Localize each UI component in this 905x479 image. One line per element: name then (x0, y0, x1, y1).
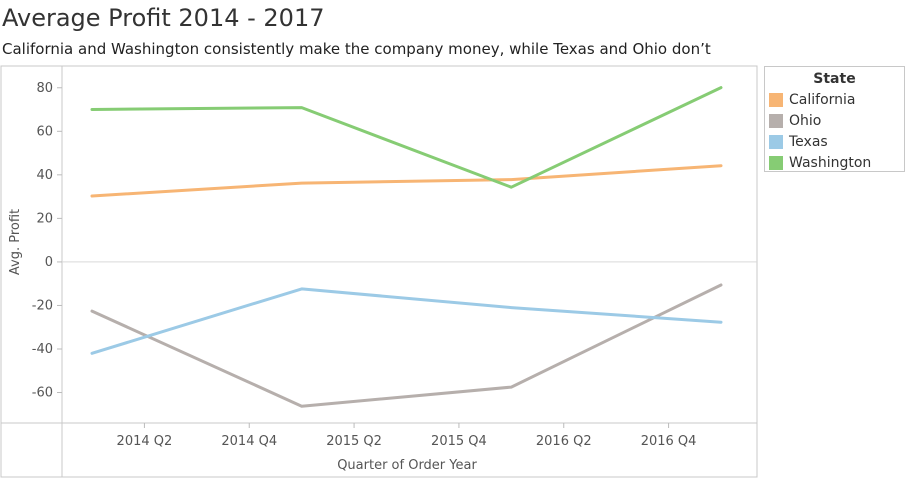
series-line-texas (90, 287, 723, 355)
y-tick-label: -20 (32, 298, 53, 313)
x-tick-label: 2014 Q4 (221, 434, 277, 449)
legend-label: Texas (789, 133, 828, 150)
legend-item-washington[interactable]: Washington (765, 152, 904, 173)
chart-title: Average Profit 2014 - 2017 (2, 4, 325, 32)
legend: State California Ohio Texas Washington (764, 66, 905, 172)
x-tick-label: 2016 Q2 (536, 434, 592, 449)
y-tick-label: 40 (36, 168, 53, 183)
y-axis-ticks: 80 60 40 20 0 -20 -40 -60 (32, 81, 62, 401)
y-tick-label: 0 (45, 255, 53, 270)
x-tick-label: 2015 Q4 (431, 434, 487, 449)
x-tick-label: 2016 Q4 (641, 434, 697, 449)
x-axis-ticks: 2014 Q2 2014 Q4 2015 Q2 2015 Q4 2016 Q2 2016 … (117, 423, 697, 449)
legend-swatch (769, 113, 783, 128)
legend-label: California (789, 91, 856, 108)
legend-swatch (769, 134, 783, 149)
legend-items: California Ohio Texas Washington (765, 89, 904, 173)
legend-swatch (769, 155, 783, 170)
x-tick-label: 2015 Q2 (326, 434, 382, 449)
y-tick-label: 80 (36, 81, 53, 96)
series-line-california (90, 164, 723, 198)
legend-item-ohio[interactable]: Ohio (765, 110, 904, 131)
y-tick-label: -60 (32, 386, 53, 401)
y-tick-label: 60 (36, 124, 53, 139)
outer-frame (0, 65, 758, 478)
x-tick-label: 2014 Q2 (117, 434, 173, 449)
legend-swatch (769, 92, 783, 107)
series-lines (90, 86, 723, 408)
chart-subtitle: California and Washington consistently m… (2, 40, 711, 58)
legend-title: State (813, 71, 856, 87)
y-tick-label: -40 (32, 342, 53, 357)
y-tick-label: 20 (36, 211, 53, 226)
legend-item-texas[interactable]: Texas (765, 131, 904, 152)
legend-item-california[interactable]: California (765, 89, 904, 110)
legend-label: Washington (789, 154, 872, 171)
y-axis-title: Avg. Profit (8, 209, 23, 275)
x-axis-title: Quarter of Order Year (337, 458, 477, 473)
legend-label: Ohio (789, 112, 822, 129)
series-line-washington (90, 86, 723, 189)
series-line-ohio (90, 283, 723, 408)
chart-frame (0, 65, 758, 478)
